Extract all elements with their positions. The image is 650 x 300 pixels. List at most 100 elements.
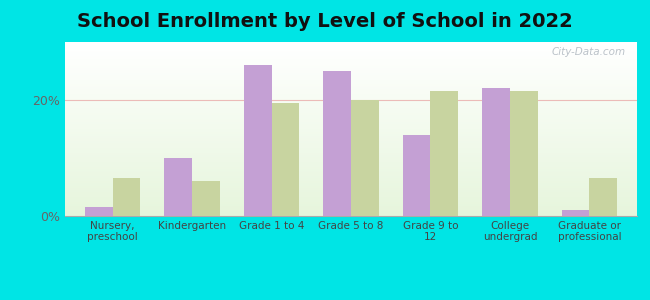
Bar	[65, 131, 637, 133]
Bar	[65, 113, 637, 115]
Bar	[430, 91, 458, 216]
Bar	[65, 68, 637, 70]
Bar	[65, 160, 637, 162]
Bar	[590, 178, 617, 216]
Bar	[65, 199, 637, 200]
Bar	[65, 84, 637, 85]
Bar	[65, 186, 637, 188]
Bar	[112, 178, 140, 216]
Bar	[65, 206, 637, 207]
Bar	[65, 212, 637, 214]
Bar	[65, 120, 637, 122]
Bar	[65, 80, 637, 82]
Bar	[65, 138, 637, 140]
Bar	[65, 209, 637, 211]
Bar	[65, 77, 637, 79]
Bar	[65, 143, 637, 145]
Bar	[65, 79, 637, 80]
Bar	[65, 110, 637, 112]
Bar	[65, 157, 637, 159]
Bar	[65, 162, 637, 164]
Bar	[65, 87, 637, 89]
Bar	[351, 100, 379, 216]
Bar	[65, 64, 637, 66]
Bar	[65, 183, 637, 185]
Bar	[65, 82, 637, 84]
Bar	[65, 207, 637, 209]
Bar	[65, 46, 637, 47]
Bar	[65, 72, 637, 73]
Bar	[65, 211, 637, 212]
Bar	[65, 197, 637, 199]
Bar	[65, 51, 637, 52]
Bar	[65, 152, 637, 153]
Bar	[65, 134, 637, 136]
Bar	[65, 174, 637, 176]
Bar	[65, 159, 637, 160]
Bar	[562, 210, 590, 216]
Bar	[65, 214, 637, 216]
Bar	[65, 200, 637, 202]
Text: School Enrollment by Level of School in 2022: School Enrollment by Level of School in …	[77, 12, 573, 31]
Bar	[65, 44, 637, 46]
Bar	[65, 133, 637, 134]
Bar	[65, 129, 637, 131]
Bar	[65, 166, 637, 167]
Bar	[65, 122, 637, 124]
Bar	[65, 127, 637, 129]
Bar	[164, 158, 192, 216]
Bar	[65, 101, 637, 103]
Bar	[65, 155, 637, 157]
Bar	[65, 89, 637, 91]
Bar	[65, 202, 637, 204]
Bar	[65, 52, 637, 54]
Bar	[65, 195, 637, 197]
Bar	[65, 185, 637, 186]
Bar	[65, 92, 637, 94]
Bar	[65, 98, 637, 99]
Bar	[65, 141, 637, 143]
Bar	[65, 190, 637, 192]
Bar	[65, 63, 637, 64]
Bar	[65, 42, 637, 44]
Bar	[65, 56, 637, 58]
Bar	[65, 91, 637, 92]
Bar	[65, 167, 637, 169]
Bar	[65, 85, 637, 87]
Bar	[65, 145, 637, 146]
Bar	[65, 179, 637, 181]
Bar	[192, 181, 220, 216]
Bar	[65, 136, 637, 138]
Bar	[65, 117, 637, 118]
Bar	[323, 71, 351, 216]
Bar	[65, 146, 637, 148]
Bar	[65, 125, 637, 127]
Bar	[65, 108, 637, 110]
Bar	[65, 176, 637, 178]
Bar	[65, 94, 637, 96]
Bar	[65, 169, 637, 171]
Bar	[65, 194, 637, 195]
Bar	[65, 192, 637, 194]
Bar	[65, 118, 637, 120]
Bar	[65, 70, 637, 72]
Bar	[65, 61, 637, 63]
Bar	[65, 150, 637, 152]
Bar	[65, 47, 637, 49]
Bar	[65, 115, 637, 117]
Bar	[65, 103, 637, 105]
Bar	[65, 75, 637, 77]
Bar	[65, 204, 637, 206]
Bar	[65, 148, 637, 150]
Bar	[85, 207, 112, 216]
Bar	[65, 96, 637, 98]
Bar	[65, 58, 637, 59]
Bar	[65, 124, 637, 125]
Bar	[482, 88, 510, 216]
Bar	[65, 54, 637, 56]
Bar	[65, 49, 637, 51]
Bar	[65, 172, 637, 174]
Bar	[65, 181, 637, 183]
Bar	[65, 153, 637, 155]
Bar	[65, 164, 637, 166]
